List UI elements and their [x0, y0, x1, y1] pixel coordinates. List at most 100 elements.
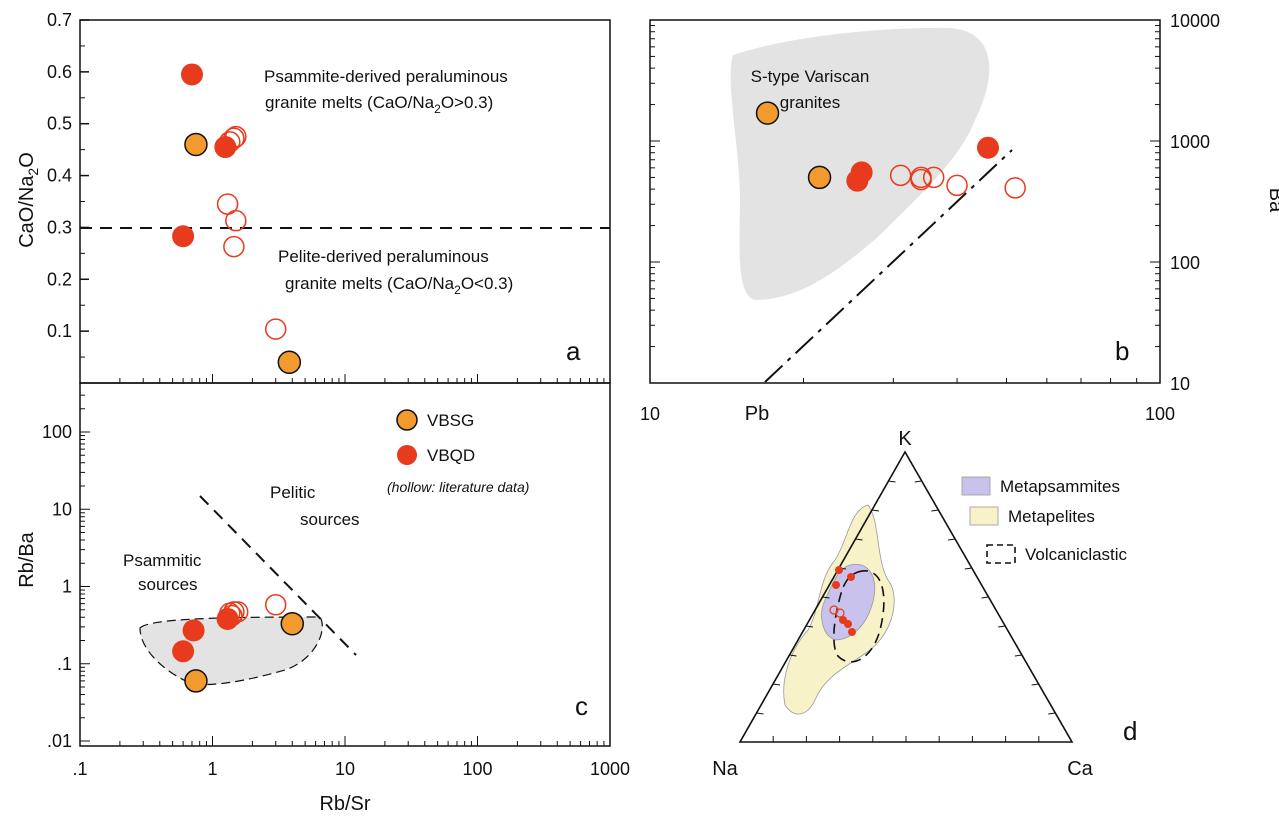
panel-a-ticks: 0.1 0.2 0.3 0.4 0.5 0.6 0.7 — [47, 10, 611, 383]
legend-volcaniclastic-label: Volcaniclastic — [1025, 545, 1128, 564]
panel-b-divider-line — [764, 149, 1013, 383]
data-point-vbsg — [807, 165, 832, 190]
ternary-ticks — [756, 480, 1056, 742]
legend-vbqd-marker — [397, 445, 417, 465]
y-tick-label: 10000 — [1170, 11, 1220, 31]
panel-a-annotation-lower-2: granite melts (CaO/Na2O<0.3) — [285, 274, 513, 297]
ternary-tick — [855, 538, 863, 541]
data-point-vbqd — [977, 136, 1000, 159]
x-tick-label: 10 — [335, 759, 355, 779]
y-tick-label: 10 — [52, 499, 72, 519]
legend-vbsg-label: VBSG — [427, 411, 474, 430]
y-tick-label: 0.5 — [47, 114, 72, 134]
ternary-point-vbqd — [848, 628, 856, 636]
y-tick-label: 100 — [1170, 253, 1200, 273]
ternary-tick — [964, 567, 972, 570]
ternary-vertex-ca: Ca — [1067, 758, 1093, 780]
data-point-hollow — [225, 125, 247, 148]
panel-c-annotation-pelitic-2: sources — [300, 510, 360, 529]
ternary-tick — [931, 509, 939, 512]
ternary-point-vbqd — [847, 573, 855, 581]
data-point-hollow — [1004, 177, 1026, 199]
data-point-hollow — [946, 174, 968, 197]
legend-note: (hollow: literature data) — [387, 479, 529, 495]
panel-a-annotation-upper-1: Psammite-derived peraluminous — [264, 67, 508, 86]
ternary-points — [829, 566, 856, 636]
data-point-hollow — [910, 168, 932, 191]
x-tick-label: .1 — [72, 759, 87, 779]
x-tick-label: 10 — [640, 404, 660, 424]
y-tick-label: 1000 — [1170, 132, 1210, 152]
data-point-hollow — [219, 131, 241, 153]
data-point-vbsg — [277, 350, 302, 375]
panel-a-points — [172, 63, 302, 375]
panel-b: 10 100 1000 10000 10 100 S-type Variscan gran… — [640, 11, 1279, 425]
panel-c-legend: VBSG VBQD (hollow: literature data) — [387, 409, 529, 495]
x-tick-label: 100 — [1145, 404, 1175, 424]
data-point-hollow — [226, 601, 249, 623]
ternary-tick — [1014, 654, 1022, 657]
data-point-hollow — [225, 209, 247, 232]
data-point-vbqd — [182, 619, 205, 642]
x-tick-label: 100 — [462, 759, 492, 779]
panel-c-letter: c — [575, 691, 588, 721]
y-tick-label: 100 — [42, 422, 72, 442]
data-point-hollow — [264, 594, 287, 616]
y-tick-label: 0.1 — [47, 321, 72, 341]
data-point-vbqd — [180, 63, 203, 86]
data-point-hollow — [264, 318, 287, 340]
y-tick-label: 0.6 — [47, 62, 72, 82]
legend-vbqd-label: VBQD — [427, 446, 475, 465]
panel-b-field-label-2: granites — [780, 93, 840, 112]
panel-a-letter: a — [566, 336, 581, 366]
data-point-hollow — [221, 604, 243, 627]
panel-c-divider-line — [199, 495, 357, 656]
panel-a-ylabel: CaO/Na2O — [16, 152, 41, 248]
data-point-vbsg — [184, 669, 208, 693]
panel-c-annotation-psammitic-1: Psammitic — [123, 551, 202, 570]
legend-metapsammites-swatch — [961, 476, 991, 496]
y-tick-label: .01 — [47, 731, 72, 751]
panel-c-points — [172, 594, 305, 693]
ternary-tick — [981, 596, 989, 599]
ternary-volcaniclastic-field — [833, 570, 885, 663]
data-point-vbqd — [846, 169, 869, 192]
legend-metapsammites-label: Metapsammites — [1000, 477, 1120, 496]
ternary-point-vbqd — [832, 581, 840, 589]
ternary-tick — [871, 509, 880, 512]
y-tick-label: .1 — [57, 654, 72, 674]
ternary-tick — [772, 683, 781, 686]
y-tick-label: 0.7 — [47, 10, 72, 30]
legend-vbsg-marker — [396, 409, 418, 431]
data-point-vbqd — [172, 640, 195, 663]
data-point-vbsg — [280, 611, 305, 636]
ternary-point-vbqd — [835, 566, 843, 574]
y-tick-label: 10 — [1170, 374, 1190, 394]
data-point-vbsg — [755, 101, 780, 125]
y-tick-label: 0.4 — [47, 166, 72, 186]
y-tick-label: 0.2 — [47, 269, 72, 289]
panel-b-ylabel: Ba — [1265, 188, 1279, 213]
data-point-hollow — [223, 127, 245, 149]
panel-d-letter: d — [1123, 716, 1137, 746]
ternary-point-vbqd — [844, 620, 852, 628]
data-point-hollow — [223, 235, 245, 258]
ternary-tick — [756, 712, 764, 715]
ternary-tick — [1031, 683, 1039, 686]
data-point-vbqd — [172, 225, 195, 248]
panel-c-xlabel: Rb/Sr — [319, 793, 370, 815]
ternary-vertex-k: K — [898, 428, 912, 450]
ternary-tick — [948, 538, 956, 541]
panel-a-annotation-upper-2: granite melts (CaO/Na2O>0.3) — [265, 93, 493, 116]
panel-c-annotation-pelitic-1: Pelitic — [270, 483, 316, 502]
y-tick-label: 0.3 — [47, 217, 72, 237]
legend-volcaniclastic-swatch — [986, 544, 1016, 564]
panel-b-field-label-1: S-type Variscan — [751, 67, 870, 86]
ternary-tick — [805, 625, 814, 628]
panel-d: K Na Ca Metapsammites Metapelites Volcan… — [712, 428, 1137, 780]
ternary-legend: Metapsammites Metapelites Volcaniclastic — [961, 476, 1128, 564]
ternary-tick — [822, 596, 830, 599]
